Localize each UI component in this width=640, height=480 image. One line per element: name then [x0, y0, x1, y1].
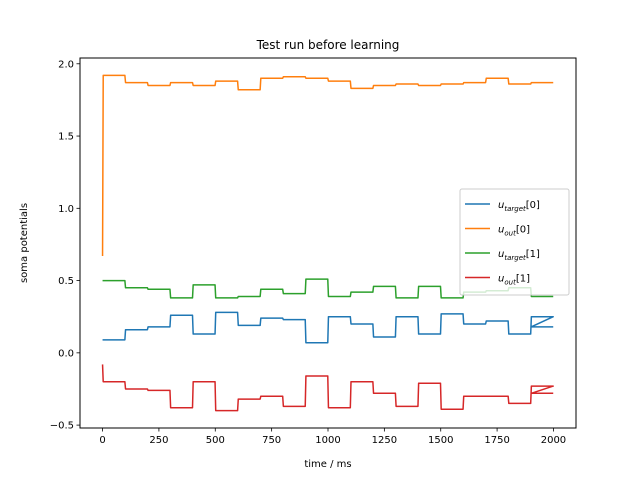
- series-line-3: [101, 364, 554, 412]
- y-tick-label: −0.5: [50, 421, 74, 432]
- x-tick-label: 750: [262, 435, 281, 446]
- y-tick-label: 1.0: [58, 204, 74, 215]
- x-axis-label: time / ms: [304, 459, 351, 470]
- legend-label-3: uout[1]: [498, 274, 530, 287]
- series-line-0: [102, 311, 554, 344]
- x-tick-label: 1000: [315, 435, 340, 446]
- y-tick-label: 0.5: [58, 276, 74, 287]
- legend-label-2: utarget[1]: [498, 249, 540, 262]
- x-axis-ticks: 0 250 500 750 1000 1250 1500 1750 2000: [99, 428, 566, 446]
- y-tick-label: 0.0: [58, 348, 74, 359]
- x-tick-label: 250: [149, 435, 168, 446]
- x-tick-label: 2000: [541, 435, 566, 446]
- series-line-1: [101, 74, 554, 257]
- y-tick-label: 2.0: [58, 59, 74, 70]
- x-tick-label: 1250: [372, 435, 397, 446]
- y-axis-label: soma potentials: [19, 203, 30, 283]
- chart-title: Test run before learning: [256, 38, 400, 52]
- x-tick-label: 0: [99, 435, 105, 446]
- legend-label-1: uout[0]: [498, 225, 530, 238]
- x-tick-label: 1750: [484, 435, 509, 446]
- y-tick-label: 1.5: [58, 132, 74, 143]
- legend-label-0: utarget[0]: [498, 200, 540, 213]
- series-layer: [101, 74, 554, 412]
- y-axis-ticks: −0.5 0.0 0.5 1.0 1.5 2.0: [50, 59, 80, 432]
- x-tick-label: 500: [206, 435, 225, 446]
- legend: utarget[0] uout[0] utarget[1] uout[1]: [459, 188, 570, 296]
- legend-box: [459, 188, 570, 296]
- x-tick-label: 1500: [428, 435, 453, 446]
